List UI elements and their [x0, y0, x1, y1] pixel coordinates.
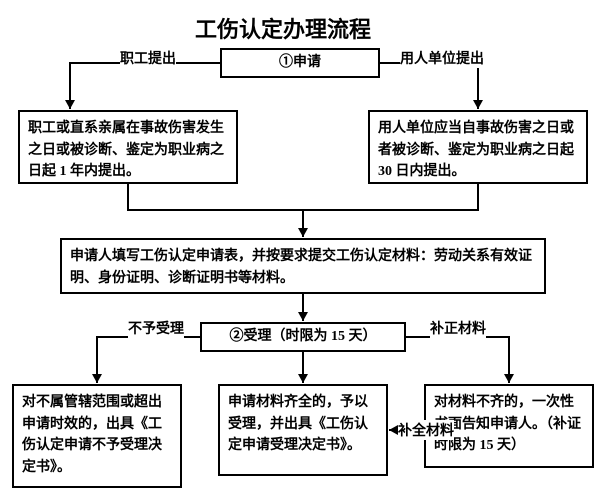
label-emp: 职工提出	[120, 48, 176, 68]
label-unit: 用人单位提出	[400, 48, 484, 68]
box-left1: 职工或直系亲属在事故伤害发生之日或被诊断、鉴定为职业病之日起 1 年内提出。	[18, 110, 238, 184]
box-right1: 用人单位应当自事故伤害之日或者被诊断、鉴定为职业病之日起 30 日内提出。	[368, 110, 588, 184]
box-accept: ②受理（时限为 15 天）	[200, 322, 406, 352]
box-apply: ①申请	[220, 48, 380, 78]
label-suppAll: 补全材料	[398, 420, 454, 440]
page-title: 工伤认定办理流程	[195, 12, 371, 44]
label-reject: 不予受理	[128, 318, 184, 338]
box-botL: 对不属管辖范围或超出申请时效的，出具《工伤认定申请不予受理决定书》。	[12, 384, 182, 488]
box-mid: 申请人填写工伤认定申请表，并按要求提交工伤认定材料：劳动关系有效证明、身份证明、…	[60, 238, 546, 294]
box-botM: 申请材料齐全的，予以受理，并出具《工伤认定申请受理决定书》。	[218, 384, 388, 476]
label-supp: 补正材料	[430, 318, 486, 338]
